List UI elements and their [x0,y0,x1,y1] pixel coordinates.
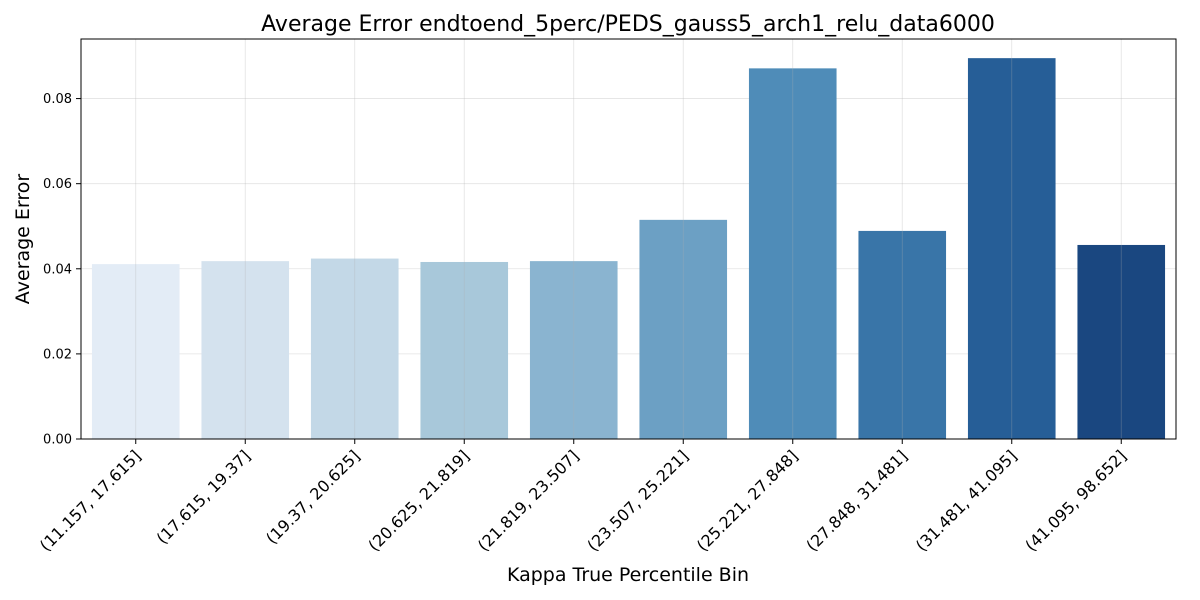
bar [201,261,290,439]
y-tick-label: 0.02 [43,347,72,362]
bar [967,58,1056,440]
x-tick-label: (31.481, 41.095] [912,446,1021,555]
bars-layer [91,58,1166,440]
x-tick-label: (23.507, 25.221] [583,446,692,555]
chart-title: Average Error endtoend_5perc/PEDS_gauss5… [261,12,995,37]
y-tick-label: 0.06 [43,177,72,192]
x-tick-label: (20.625, 21.819] [364,446,473,555]
bar [91,264,180,439]
x-tick-label: (11.157, 17.615] [36,446,145,555]
vertical-grid-layer [135,39,1122,439]
x-tick-label: (27.848, 31.481] [802,446,911,555]
bar [1077,244,1166,439]
x-axis: (11.157, 17.615] (17.615, 19.37] (19.37, 2… [36,439,1130,555]
x-tick-label: (21.819, 23.507] [474,446,583,555]
y-tick-label: 0.08 [43,92,72,107]
x-tick-label: (19.37, 20.625] [262,446,363,547]
bar [858,230,947,439]
y-tick-label: 0.04 [43,262,72,277]
x-axis-label: Kappa True Percentile Bin [507,564,749,586]
y-axis-label: Average Error [12,174,34,305]
bar [310,258,399,439]
y-axis: 0.00 0.02 0.04 0.06 0.08 [43,92,81,448]
y-tick-label: 0.00 [43,433,72,448]
x-tick-label: (41.095, 98.652] [1021,446,1130,555]
bar [529,261,618,439]
x-tick-label: (17.615, 19.37] [153,446,254,547]
bar [420,261,509,439]
bar [639,219,728,439]
bar [748,68,837,440]
x-tick-label: (25.221, 27.848] [693,446,802,555]
plot-frame [80,38,1177,440]
